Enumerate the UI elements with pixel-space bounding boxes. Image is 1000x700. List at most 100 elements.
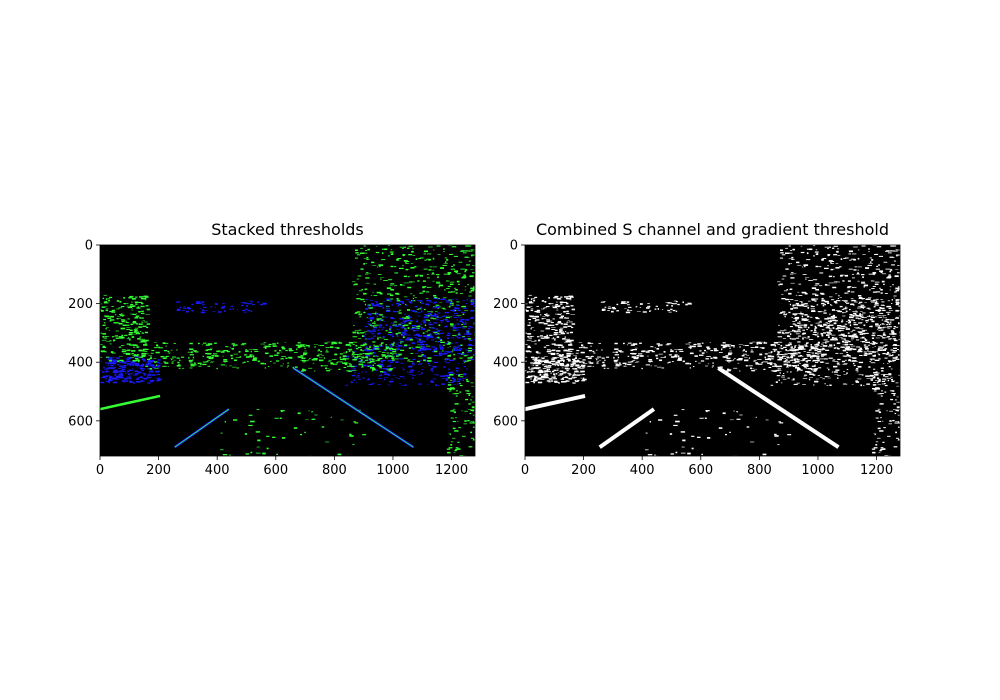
threshold-speck — [890, 368, 893, 370]
threshold-speck — [642, 311, 647, 313]
threshold-speck — [769, 358, 774, 360]
threshold-speck — [147, 361, 153, 363]
threshold-speck — [781, 298, 786, 300]
threshold-speck — [135, 323, 138, 325]
threshold-speck — [754, 346, 759, 349]
threshold-speck — [604, 359, 606, 361]
threshold-speck — [815, 318, 820, 319]
threshold-speck — [473, 374, 475, 376]
threshold-speck — [890, 398, 894, 401]
threshold-speck — [106, 375, 111, 377]
threshold-speck — [846, 302, 850, 304]
threshold-speck — [777, 344, 780, 345]
threshold-speck — [182, 310, 185, 312]
threshold-speck — [794, 331, 799, 333]
threshold-speck — [851, 253, 857, 255]
threshold-speck — [134, 329, 138, 331]
threshold-speck — [450, 441, 454, 443]
threshold-speck — [196, 301, 201, 303]
threshold-speck — [144, 343, 148, 345]
threshold-speck — [797, 335, 802, 337]
threshold-speck — [885, 344, 888, 346]
threshold-speck — [144, 321, 148, 323]
threshold-speck — [115, 308, 120, 310]
threshold-speck — [447, 347, 449, 348]
threshold-speck — [311, 418, 316, 420]
threshold-speck — [581, 344, 584, 347]
threshold-speck — [850, 360, 853, 362]
threshold-speck — [365, 348, 370, 349]
threshold-speck — [816, 357, 820, 360]
threshold-speck — [837, 375, 841, 376]
threshold-speck — [434, 313, 436, 315]
threshold-speck — [892, 245, 897, 247]
threshold-speck — [414, 305, 418, 308]
threshold-speck — [801, 364, 805, 367]
threshold-speck — [447, 351, 451, 353]
threshold-speck — [807, 315, 810, 317]
threshold-speck — [543, 336, 548, 337]
threshold-speck — [568, 375, 571, 377]
threshold-speck — [363, 258, 367, 260]
threshold-speck — [871, 320, 875, 323]
threshold-speck — [836, 281, 840, 283]
threshold-speck — [664, 356, 666, 358]
threshold-speck — [160, 355, 163, 357]
threshold-speck — [798, 283, 802, 285]
threshold-speck — [171, 361, 175, 362]
threshold-speck — [851, 273, 855, 275]
threshold-speck — [360, 268, 364, 270]
threshold-speck — [814, 369, 817, 372]
threshold-speck — [860, 384, 863, 387]
threshold-speck — [222, 350, 224, 352]
threshold-speck — [338, 342, 343, 344]
threshold-speck — [373, 363, 376, 364]
threshold-speck — [790, 277, 795, 279]
threshold-speck — [861, 340, 866, 343]
threshold-speck — [402, 336, 405, 338]
threshold-speck — [564, 376, 568, 378]
threshold-speck — [540, 377, 543, 378]
threshold-speck — [846, 348, 851, 350]
threshold-speck — [802, 378, 808, 379]
threshold-speck — [532, 317, 537, 319]
threshold-speck — [593, 352, 596, 354]
threshold-speck — [412, 348, 415, 350]
threshold-speck — [847, 287, 850, 289]
threshold-speck — [848, 268, 853, 270]
threshold-speck — [459, 348, 463, 350]
threshold-speck — [123, 381, 126, 383]
threshold-speck — [785, 359, 788, 361]
threshold-speck — [391, 359, 395, 361]
threshold-speck — [467, 350, 472, 352]
threshold-speck — [421, 353, 424, 356]
threshold-speck — [532, 364, 535, 366]
threshold-speck — [419, 343, 423, 346]
threshold-speck — [872, 291, 878, 293]
threshold-speck — [793, 318, 796, 320]
threshold-speck — [433, 350, 438, 353]
threshold-speck — [147, 358, 151, 361]
threshold-speck — [157, 361, 160, 364]
threshold-speck — [895, 358, 900, 360]
threshold-speck — [898, 315, 900, 317]
threshold-speck — [382, 359, 386, 362]
threshold-speck — [729, 347, 731, 349]
threshold-speck — [564, 340, 568, 342]
threshold-speck — [770, 355, 775, 358]
threshold-speck — [418, 363, 423, 365]
threshold-speck — [366, 258, 369, 260]
threshold-speck — [777, 368, 782, 370]
threshold-speck — [121, 334, 124, 337]
threshold-speck — [411, 300, 414, 301]
threshold-speck — [776, 375, 781, 377]
threshold-speck — [789, 337, 792, 339]
threshold-speck — [812, 371, 817, 372]
threshold-speck — [466, 332, 470, 334]
threshold-speck — [253, 349, 258, 351]
threshold-speck — [893, 260, 897, 262]
threshold-speck — [360, 359, 363, 361]
threshold-speck — [396, 258, 398, 260]
threshold-speck — [546, 350, 552, 353]
threshold-speck — [895, 302, 900, 303]
